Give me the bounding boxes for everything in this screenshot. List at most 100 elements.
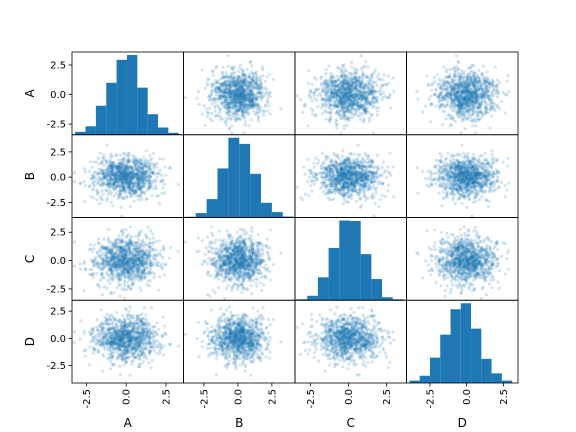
scatter-point: [248, 98, 252, 102]
scatter-point: [334, 164, 338, 168]
scatter-point: [316, 161, 320, 166]
scatter-point: [348, 173, 352, 177]
scatter-point: [104, 188, 108, 192]
scatter-point: [122, 170, 126, 174]
scatter-point: [461, 111, 465, 115]
scatter-point: [479, 110, 483, 114]
scatter-point: [345, 164, 349, 169]
scatter-point: [109, 200, 113, 204]
scatter-point: [220, 70, 225, 74]
scatter-point: [340, 192, 344, 196]
scatter-point: [358, 171, 362, 175]
scatter-point: [223, 97, 227, 101]
scatter-point: [350, 183, 354, 187]
scatter-point: [468, 91, 472, 96]
scatter-point: [312, 165, 316, 170]
scatter-point: [238, 75, 242, 79]
scatter-point: [447, 75, 451, 79]
scatter-point: [227, 127, 231, 131]
scatter-point: [112, 181, 116, 185]
scatter-point: [329, 80, 334, 84]
scatter-point: [352, 87, 356, 91]
scatter-point: [343, 160, 347, 164]
scatter-point: [375, 113, 379, 117]
scatter-point: [228, 90, 232, 94]
scatter-point: [473, 100, 477, 104]
scatter-point: [235, 98, 239, 102]
scatter-point: [354, 79, 359, 83]
scatter-point: [345, 171, 349, 175]
scatter-point: [475, 99, 479, 103]
scatter-point: [147, 161, 151, 165]
scatter-point: [471, 113, 475, 117]
scatter-point: [234, 91, 238, 95]
scatter-point: [119, 164, 123, 168]
scatter-point: [320, 98, 324, 102]
scatter-point: [233, 76, 237, 80]
scatter-point: [167, 166, 172, 170]
scatter-point: [127, 151, 131, 155]
scatter-point: [340, 105, 344, 109]
scatter-point: [356, 105, 360, 109]
scatter-point: [360, 160, 364, 164]
scatter-point: [346, 169, 350, 173]
scatter-point: [108, 161, 112, 166]
scatter-point: [131, 173, 135, 177]
scatter-point: [469, 90, 473, 94]
scatter-point: [341, 114, 345, 118]
scatter-point: [242, 97, 246, 101]
scatter-point: [362, 85, 366, 89]
scatter-point: [110, 169, 114, 173]
scatter-point: [469, 115, 473, 119]
scatter-point: [333, 95, 337, 99]
scatter-point: [346, 189, 350, 193]
scatter-point: [106, 184, 110, 188]
scatter-point: [330, 176, 334, 180]
scatter-point: [117, 194, 121, 198]
scatter-point: [91, 174, 95, 178]
scatter-point: [478, 95, 482, 100]
scatter-point: [115, 178, 119, 182]
scatter-point: [460, 113, 464, 117]
scatter-point: [349, 83, 353, 87]
scatter-point: [473, 95, 477, 99]
scatter-point: [347, 170, 351, 174]
scatter-point: [450, 87, 454, 91]
scatter-point: [218, 117, 223, 122]
scatter-point: [348, 98, 352, 102]
scatter-point: [334, 84, 338, 88]
scatter-point: [262, 109, 266, 113]
scatter-point: [109, 192, 113, 196]
scatter-point: [329, 94, 333, 98]
scatter-point: [104, 169, 108, 173]
scatter-point: [137, 182, 141, 186]
scatter-point: [251, 80, 256, 84]
scatter-point: [378, 92, 382, 96]
scatter-point: [124, 177, 128, 181]
scatter-point: [136, 178, 140, 183]
scatter-point: [149, 169, 153, 174]
scatter-point: [329, 103, 333, 107]
scatter-point: [110, 173, 114, 177]
scatter-point: [454, 103, 458, 107]
scatter-point: [381, 160, 386, 164]
scatter-point: [107, 167, 111, 171]
scatter-point: [324, 167, 329, 171]
scatter-point: [440, 98, 444, 102]
scatter-point: [470, 119, 474, 123]
scatter-point: [234, 84, 238, 88]
scatter-point: [232, 83, 236, 87]
scatter-point: [360, 172, 364, 176]
scatter-point: [348, 90, 352, 94]
scatter-point: [347, 86, 351, 90]
scatter-point: [493, 92, 498, 96]
scatter-point: [223, 84, 227, 88]
scatter-point: [120, 161, 125, 165]
scatter-point: [224, 98, 228, 102]
scatter-point: [246, 85, 250, 89]
scatter-point: [229, 97, 234, 101]
scatter-point: [352, 165, 356, 169]
scatter-point: [141, 179, 145, 184]
scatter-point: [348, 178, 352, 182]
scatter-point: [147, 170, 151, 174]
